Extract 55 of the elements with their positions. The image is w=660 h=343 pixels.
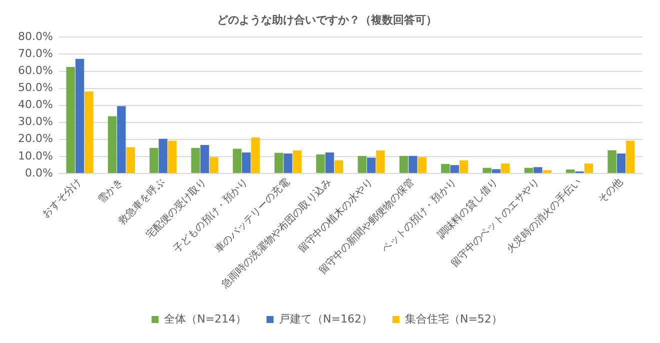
- bar: [501, 164, 510, 173]
- bar: [408, 156, 418, 173]
- bar: [608, 150, 616, 173]
- bar: [150, 148, 158, 173]
- bar: [492, 169, 501, 173]
- y-tick-label: 10.0%: [18, 149, 53, 162]
- bar: [366, 158, 376, 173]
- bar: [450, 165, 459, 173]
- bar: [482, 168, 492, 173]
- bar: [84, 92, 94, 173]
- bar: [334, 160, 344, 173]
- legend-label: 集合住宅（N=52）: [404, 312, 502, 326]
- legend-label: 全体（N=214）: [164, 312, 247, 326]
- bar: [232, 148, 242, 173]
- bar: [126, 147, 135, 173]
- bar: [210, 157, 218, 173]
- bar: [316, 154, 325, 173]
- y-tick-label: 20.0%: [18, 132, 53, 146]
- bar: [584, 164, 594, 173]
- bar: [626, 140, 635, 173]
- bar: [284, 154, 292, 173]
- bar: [158, 138, 168, 173]
- bar: [524, 168, 534, 173]
- x-tick-label: その他: [595, 176, 626, 206]
- y-tick-label: 60.0%: [18, 64, 53, 78]
- bar: [66, 67, 75, 173]
- bar: [418, 157, 426, 173]
- y-tick-label: 70.0%: [18, 47, 53, 60]
- bar: [274, 152, 284, 173]
- bar: [566, 170, 575, 173]
- bar: [191, 148, 200, 173]
- y-tick-label: 40.0%: [18, 98, 53, 112]
- bar: [376, 150, 385, 173]
- bar: [117, 106, 126, 173]
- x-tick-label: 雪かき: [96, 176, 126, 206]
- bar: [459, 160, 468, 173]
- bar: [242, 152, 251, 173]
- bar: [399, 156, 408, 173]
- bar: [534, 167, 542, 173]
- bar: [108, 116, 117, 173]
- y-tick-label: 50.0%: [18, 81, 53, 94]
- bar: [325, 152, 334, 173]
- bar: [441, 164, 450, 173]
- y-tick-label: 30.0%: [18, 115, 53, 128]
- legend-label: 戸建て（N=162）: [279, 312, 372, 326]
- bar: [200, 145, 210, 173]
- bar: [168, 140, 177, 173]
- bar: [251, 137, 260, 173]
- chart-title: どのような助け合いですか？（複数回答可）: [217, 13, 437, 26]
- y-tick-label: 80.0%: [18, 30, 53, 44]
- bar: [75, 58, 84, 173]
- bar: [542, 170, 552, 173]
- bar: [358, 156, 366, 173]
- bar: [616, 154, 626, 173]
- bar: [292, 150, 302, 173]
